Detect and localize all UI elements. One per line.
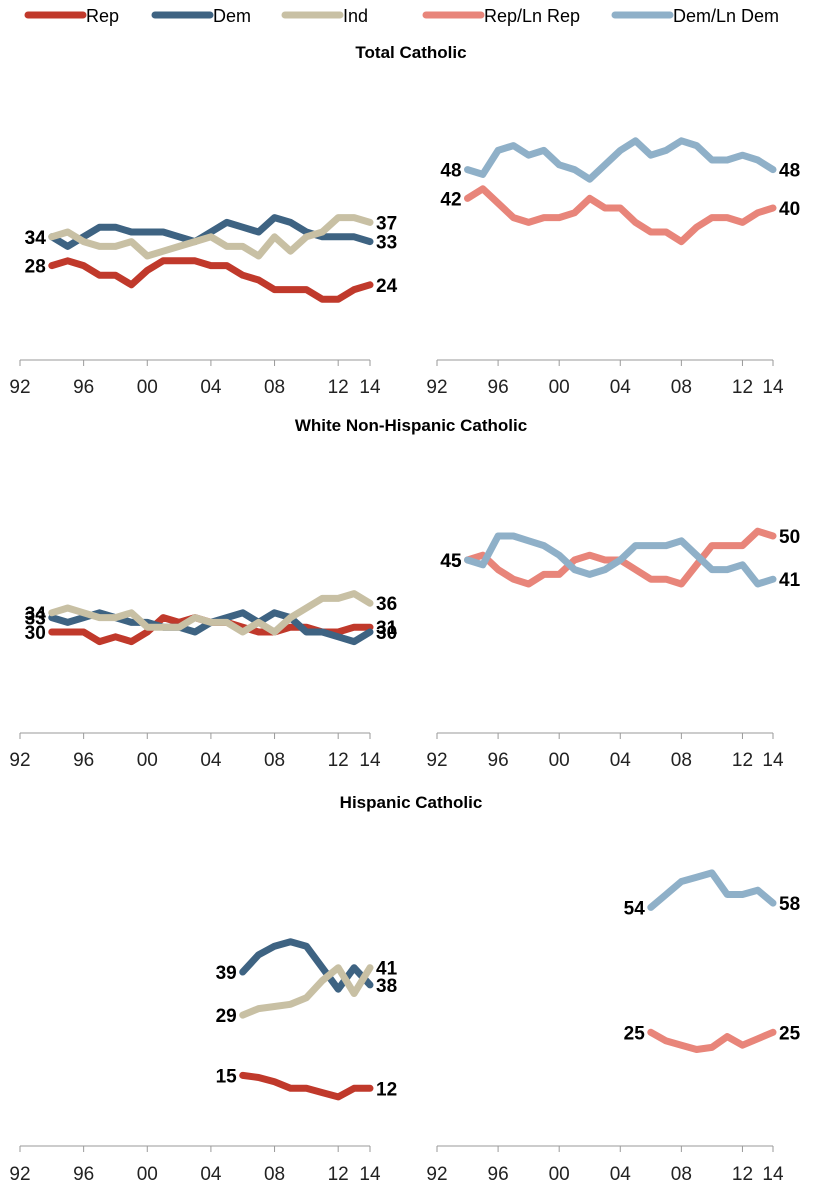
legend-label-ind: Ind: [343, 6, 368, 26]
legend-label-replean: Rep/Ln Rep: [484, 6, 580, 26]
data-label-dem-end: 38: [376, 976, 397, 997]
x-tick-label: 12: [732, 750, 753, 771]
x-tick-label: 08: [671, 1164, 692, 1185]
series-line-ind-0-left: [48, 214, 374, 260]
series-line-ind-1-left: [48, 590, 374, 636]
x-tick-label: 00: [549, 1164, 570, 1185]
x-tick-label: 92: [426, 377, 447, 398]
x-tick-label: 92: [9, 750, 30, 771]
x-tick-label: 92: [426, 1164, 447, 1185]
series-line-rep-2-left: [239, 1071, 374, 1101]
x-tick-label: 92: [9, 1164, 30, 1185]
legend-label-dem: Dem: [213, 6, 251, 26]
data-label-replean-start: 25: [624, 1023, 646, 1044]
section-title-0: Total Catholic: [355, 43, 466, 62]
series-line-ind-2-left: [239, 964, 374, 1019]
series-line-demlean-2-right: [647, 869, 777, 911]
data-label-ind-start: 29: [216, 1006, 237, 1027]
series-line-dem-2-left: [239, 938, 374, 993]
x-tick-label: 04: [200, 377, 222, 398]
series-line-demlean-1-right: [464, 532, 777, 588]
x-tick-label: 12: [328, 377, 349, 398]
data-label-replean-start: 45: [440, 551, 462, 572]
x-tick-label: 00: [549, 750, 570, 771]
x-tick-label: 14: [359, 377, 381, 398]
data-label-demlean-start: 48: [440, 161, 461, 182]
x-tick-label: 92: [426, 750, 447, 771]
data-label-replean-end: 25: [779, 1023, 801, 1044]
x-tick-label: 14: [359, 750, 381, 771]
series-line-replean-2-right: [647, 1028, 777, 1053]
x-tick-label: 04: [610, 750, 632, 771]
x-tick-label: 12: [732, 377, 753, 398]
series-line-demlean-0-right: [464, 137, 777, 183]
x-tick-label: 12: [328, 1164, 349, 1185]
x-tick-label: 14: [762, 377, 784, 398]
data-label-dem-end: 30: [376, 623, 397, 644]
data-label-replean-end: 50: [779, 527, 800, 548]
data-label-rep-end: 12: [376, 1079, 397, 1100]
data-label-rep-start: 15: [216, 1066, 238, 1087]
data-label-demlean-start: 54: [624, 898, 646, 919]
data-label-ind-end: 41: [376, 959, 398, 980]
x-tick-label: 08: [264, 750, 285, 771]
x-tick-label: 12: [732, 1164, 753, 1185]
x-tick-label: 08: [264, 1164, 285, 1185]
x-tick-label: 96: [73, 750, 94, 771]
data-label-rep-start: 30: [25, 623, 46, 644]
series-line-rep-0-left: [48, 257, 374, 303]
x-tick-label: 96: [73, 377, 94, 398]
data-label-ind-start: 34: [25, 228, 47, 249]
data-label-dem-start: 39: [216, 963, 237, 984]
data-label-demlean-end: 58: [779, 894, 800, 915]
x-tick-label: 00: [137, 377, 158, 398]
legend-label-demlean: Dem/Ln Dem: [673, 6, 779, 26]
section-title-1: White Non-Hispanic Catholic: [295, 416, 527, 435]
x-tick-label: 00: [137, 1164, 158, 1185]
x-tick-label: 14: [762, 750, 784, 771]
x-tick-label: 04: [610, 1164, 632, 1185]
x-tick-label: 00: [137, 750, 158, 771]
x-tick-label: 92: [9, 377, 30, 398]
x-tick-label: 08: [671, 377, 692, 398]
data-label-replean-end: 40: [779, 199, 800, 220]
x-tick-label: 96: [488, 1164, 509, 1185]
x-tick-label: 04: [200, 750, 222, 771]
x-tick-label: 96: [73, 1164, 94, 1185]
data-label-ind-start: 34: [25, 604, 47, 625]
data-label-dem-start: 34: [25, 228, 47, 249]
data-label-demlean-end: 48: [779, 161, 800, 182]
x-tick-label: 14: [762, 1164, 784, 1185]
data-label-demlean-end: 41: [779, 570, 801, 591]
data-label-dem-start: 33: [25, 609, 46, 630]
data-label-demlean-start: 45: [440, 551, 462, 572]
x-tick-label: 04: [610, 377, 632, 398]
legend-label-rep: Rep: [86, 6, 119, 26]
data-label-rep-end: 31: [376, 618, 398, 639]
x-tick-label: 12: [328, 750, 349, 771]
section-title-2: Hispanic Catholic: [340, 793, 483, 812]
x-tick-label: 04: [200, 1164, 222, 1185]
x-tick-label: 96: [488, 377, 509, 398]
data-label-ind-end: 36: [376, 594, 397, 615]
series-line-replean-0-right: [464, 185, 777, 246]
x-tick-label: 08: [264, 377, 285, 398]
data-label-rep-start: 28: [25, 257, 46, 278]
data-label-dem-end: 33: [376, 233, 397, 254]
x-tick-label: 00: [549, 377, 570, 398]
x-tick-label: 14: [359, 1164, 381, 1185]
x-tick-label: 08: [671, 750, 692, 771]
data-label-replean-start: 42: [440, 189, 461, 210]
data-label-ind-end: 37: [376, 213, 397, 234]
x-tick-label: 96: [488, 750, 509, 771]
data-label-rep-end: 24: [376, 276, 398, 297]
